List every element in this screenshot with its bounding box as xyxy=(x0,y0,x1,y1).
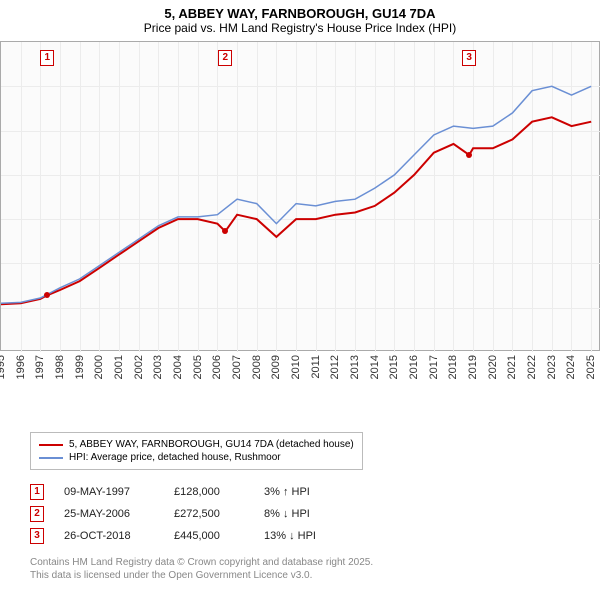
sale-marker-box: 2 xyxy=(218,50,232,66)
sale-dot xyxy=(222,228,228,234)
x-tick-label: 2000 xyxy=(93,355,105,379)
container: 5, ABBEY WAY, FARNBOROUGH, GU14 7DA Pric… xyxy=(0,0,600,590)
x-tick-label: 2020 xyxy=(487,355,499,379)
sale-marker-box: 1 xyxy=(40,50,54,66)
x-tick-label: 1995 xyxy=(0,355,7,379)
chart-subtitle: Price paid vs. HM Land Registry's House … xyxy=(0,21,600,35)
x-tick-label: 2008 xyxy=(251,355,263,379)
x-tick-label: 2005 xyxy=(192,355,204,379)
x-tick-label: 2018 xyxy=(447,355,459,379)
sales-date: 25-MAY-2006 xyxy=(64,508,154,520)
sales-date: 26-OCT-2018 xyxy=(64,530,154,542)
x-tick-label: 2003 xyxy=(152,355,164,379)
series-line-property xyxy=(1,117,591,304)
sales-date: 09-MAY-1997 xyxy=(64,486,154,498)
x-tick-label: 2011 xyxy=(310,355,322,379)
x-tick-label: 2006 xyxy=(211,355,223,379)
chart-area: 123 £0£100K£200K£300K£400K£500K£600K£700… xyxy=(0,41,600,421)
sale-dot xyxy=(466,152,472,158)
title-block: 5, ABBEY WAY, FARNBOROUGH, GU14 7DA Pric… xyxy=(0,0,600,37)
sales-row: 3 26-OCT-2018 £445,000 13% ↓ HPI xyxy=(30,528,364,544)
sale-marker-box: 3 xyxy=(462,50,476,66)
sales-diff: 8% ↓ HPI xyxy=(264,508,364,520)
attribution-line2: This data is licensed under the Open Gov… xyxy=(30,569,373,582)
x-tick-label: 2009 xyxy=(270,355,282,379)
x-tick-label: 1998 xyxy=(54,355,66,379)
x-tick-label: 2001 xyxy=(113,355,125,379)
sales-diff: 3% ↑ HPI xyxy=(264,486,364,498)
x-tick-label: 2024 xyxy=(565,355,577,379)
chart-lines xyxy=(1,42,600,352)
sales-table: 1 09-MAY-1997 £128,000 3% ↑ HPI 2 25-MAY-2006… xyxy=(30,478,364,550)
x-tick-label: 1999 xyxy=(74,355,86,379)
attribution: Contains HM Land Registry data © Crown c… xyxy=(30,556,373,582)
x-tick-label: 2004 xyxy=(172,355,184,379)
x-tick-label: 2017 xyxy=(428,355,440,379)
x-tick-label: 2007 xyxy=(231,355,243,379)
chart-title: 5, ABBEY WAY, FARNBOROUGH, GU14 7DA xyxy=(0,6,600,21)
legend-label-hpi: HPI: Average price, detached house, Rush… xyxy=(69,452,281,463)
x-tick-label: 2021 xyxy=(506,355,518,379)
attribution-line1: Contains HM Land Registry data © Crown c… xyxy=(30,556,373,569)
sales-marker-icon: 3 xyxy=(30,528,44,544)
plot-region: 1 2 3 xyxy=(0,41,600,351)
sales-row: 1 09-MAY-1997 £128,000 3% ↑ HPI xyxy=(30,484,364,500)
x-tick-label: 2016 xyxy=(408,355,420,379)
x-tick-label: 2015 xyxy=(388,355,400,379)
sales-price: £272,500 xyxy=(174,508,244,520)
x-tick-label: 2002 xyxy=(133,355,145,379)
legend-swatch-property xyxy=(39,444,63,446)
sales-marker-icon: 2 xyxy=(30,506,44,522)
sales-marker-icon: 1 xyxy=(30,484,44,500)
sales-row: 2 25-MAY-2006 £272,500 8% ↓ HPI xyxy=(30,506,364,522)
x-tick-label: 2023 xyxy=(546,355,558,379)
x-tick-label: 1996 xyxy=(15,355,27,379)
series-line-hpi xyxy=(1,86,591,303)
x-tick-label: 2013 xyxy=(349,355,361,379)
x-tick-label: 2022 xyxy=(526,355,538,379)
sale-dot xyxy=(44,292,50,298)
legend: 5, ABBEY WAY, FARNBOROUGH, GU14 7DA (det… xyxy=(30,432,363,470)
x-tick-label: 2014 xyxy=(369,355,381,379)
sales-price: £128,000 xyxy=(174,486,244,498)
legend-swatch-hpi xyxy=(39,457,63,459)
x-tick-label: 2019 xyxy=(467,355,479,379)
legend-item-property: 5, ABBEY WAY, FARNBOROUGH, GU14 7DA (det… xyxy=(39,439,354,450)
x-tick-label: 2012 xyxy=(329,355,341,379)
x-tick-label: 2025 xyxy=(585,355,597,379)
legend-item-hpi: HPI: Average price, detached house, Rush… xyxy=(39,452,354,463)
legend-label-property: 5, ABBEY WAY, FARNBOROUGH, GU14 7DA (det… xyxy=(69,439,354,450)
x-tick-label: 1997 xyxy=(34,355,46,379)
sales-price: £445,000 xyxy=(174,530,244,542)
x-tick-label: 2010 xyxy=(290,355,302,379)
sales-diff: 13% ↓ HPI xyxy=(264,530,364,542)
